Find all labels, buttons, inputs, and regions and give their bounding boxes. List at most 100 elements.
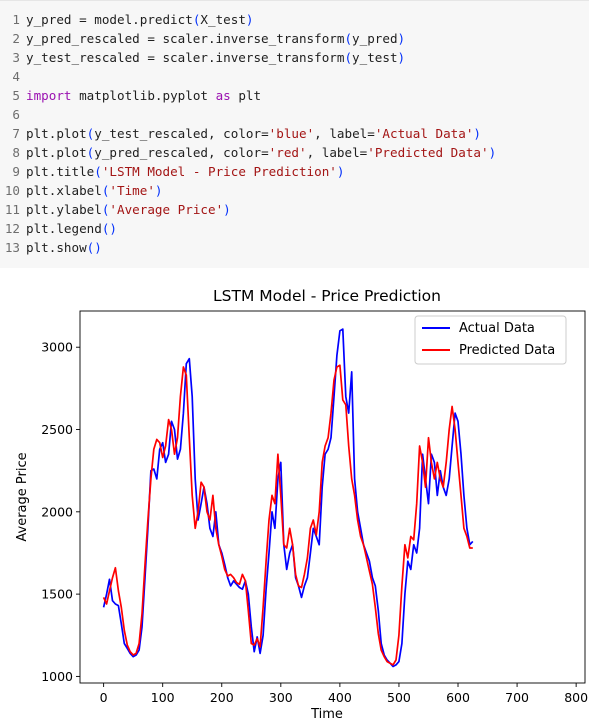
code-token: , label= [314,126,375,141]
line-number: 12 [4,221,20,236]
code-token: ) [223,202,231,217]
code-token: y_pred [352,31,398,46]
code-token: import [26,88,72,103]
code-token: plt [230,88,262,103]
line-number: 8 [12,145,20,160]
code-cell[interactable]: 1 y_pred = model.predict(X_test) 2 y_pred_r… [0,0,589,268]
code-token: as [215,88,231,103]
y-axis-label: Average Price [15,452,30,541]
line-number: 2 [12,31,20,46]
line-number: 6 [12,107,20,122]
plot-series [102,328,474,668]
code-token: 'Average Price' [109,202,224,217]
legend-box [414,315,567,365]
line-number: 1 [12,12,20,27]
line-number: 7 [12,126,20,141]
code-token: ) [488,145,497,160]
legend: Actual Data Predicted Data [414,315,567,365]
plot-frame [79,310,586,684]
line-number: 9 [12,164,20,179]
code-token: ( [86,145,95,160]
code-token: 'Time' [109,183,155,198]
code-token: ( [101,202,110,217]
code-token: y_pred = model.predict [26,12,193,27]
y-tick-label: 2500 [41,422,73,437]
code-token: ( [86,126,95,141]
y-tick-label: 2000 [41,504,73,519]
y-tick-label: 1000 [41,669,73,684]
code-line[interactable]: 1 y_pred = model.predict(X_test) [0,10,254,29]
x-tick-label: 200 [210,690,234,705]
code-token: ) [473,126,481,141]
code-token: plt.xlabel [26,183,102,198]
code-token: y_pred_rescaled = scaler.inverse_transfo… [26,31,345,46]
code-line[interactable]: 2 y_pred_rescaled = scaler.inverse_transf… [0,29,405,48]
code-token: y_test_rescaled = scaler.inverse_transfo… [26,50,345,65]
code-token: X_test [200,12,246,27]
x-tick-label: 300 [269,690,293,705]
code-token: ) [245,12,254,27]
code-token: ) [336,164,345,179]
price-prediction-chart: LSTM Model - Price Prediction 0 100 200 300… [15,287,588,722]
code-token: ( [344,31,353,46]
x-tick-label: 0 [100,690,108,705]
code-token: ) [154,183,163,198]
series-line-actual-data [102,328,474,668]
line-number: 4 [12,69,20,84]
code-token: 'Actual Data' [374,126,474,141]
code-token: ( [192,12,201,27]
x-tick-label: 400 [328,690,352,705]
x-axis-label: Time [310,707,343,722]
series-line-predicted-data [102,364,473,666]
y-axis: 1000 1500 2000 2500 3000 [41,340,80,684]
code-line[interactable]: 11 plt.ylabel('Average Price') [0,200,231,219]
code-token: ) [397,50,406,65]
line-number: 11 [4,202,20,217]
code-token: plt.legend [26,221,102,236]
code-token: ( [101,183,110,198]
code-token: plt.ylabel [26,202,102,217]
code-line[interactable]: 10 plt.xlabel('Time') [0,181,163,200]
code-token: 'red' [268,145,307,160]
code-line[interactable]: 6 [0,105,26,124]
line-number: 3 [12,50,20,65]
code-line[interactable]: 8 plt.plot(y_pred_rescaled, color='red', … [0,143,496,162]
output-area: LSTM Model - Price Prediction 0 100 200 300… [0,268,589,722]
x-tick-label: 800 [564,690,588,705]
code-token: ( [94,164,102,179]
code-token: ) [397,31,406,46]
line-number: 10 [4,183,20,198]
code-token: plt.plot [26,126,87,141]
code-line[interactable]: 4 [0,67,26,86]
code-token: plt.show [26,240,87,255]
code-line[interactable]: 7 plt.plot(y_test_rescaled, color='blue',… [0,124,481,143]
code-token: , label= [306,145,368,160]
code-token: () [101,221,117,236]
code-token: plt.plot [26,145,87,160]
code-token: 'Predicted Data' [367,145,489,160]
code-token: y_test_rescaled, color= [94,126,269,141]
code-line[interactable]: 5 import matplotlib.pyplot as plt [0,86,261,105]
line-number: 5 [12,88,20,103]
code-token: plt.title [26,164,95,179]
x-tick-label: 600 [446,690,470,705]
legend-label-predicted-data: Predicted Data [459,343,555,358]
code-token: 'blue' [268,126,315,141]
code-token: y_pred_rescaled, color= [94,145,269,160]
x-tick-label: 100 [151,690,175,705]
code-line[interactable]: 13 plt.show() [0,238,102,257]
line-number: 13 [4,240,20,255]
y-tick-label: 3000 [41,340,73,355]
code-token: ( [344,50,353,65]
legend-label-actual-data: Actual Data [459,321,535,336]
x-tick-label: 700 [505,690,529,705]
code-line[interactable]: 12 plt.legend() [0,219,117,238]
code-token: 'LSTM Model - Price Prediction' [101,164,337,179]
code-token: () [86,240,102,255]
code-line[interactable]: 9 plt.title('LSTM Model - Price Predictio… [0,162,344,181]
code-line[interactable]: 3 y_test_rescaled = scaler.inverse_transf… [0,48,405,67]
code-token: y_test [352,50,398,65]
y-tick-label: 1500 [41,587,73,602]
x-tick-label: 500 [387,690,411,705]
x-axis: 0 100 200 300 400 500 600 700 800 [100,683,588,705]
